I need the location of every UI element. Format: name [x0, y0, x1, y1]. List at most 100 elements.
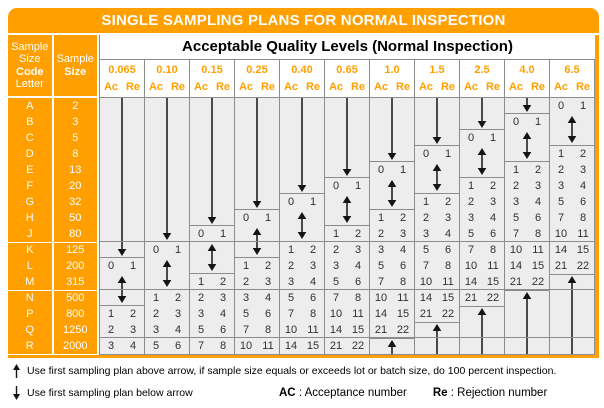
down-arrow-icon [252, 98, 262, 208]
footnote-above-arrow-text: Use first sampling plan above arrow, if … [27, 364, 557, 377]
ac-value: 3 [332, 260, 340, 272]
ac-value: 2 [557, 164, 565, 176]
sample-size-cell: 125 [53, 242, 97, 258]
sample-size-cell: 2 [72, 100, 79, 112]
re-value: 3 [309, 260, 317, 272]
ac-value: 1 [197, 276, 205, 288]
re-value: 3 [534, 180, 542, 192]
re-label: Re [260, 81, 276, 93]
double-arrow-icon [567, 116, 577, 143]
code-letter-cell: N [8, 290, 52, 306]
aql-column-header: 0.40 Ac Re [280, 60, 325, 97]
ac-value: 21 [464, 292, 478, 304]
re-value: 15 [531, 260, 545, 272]
down-arrow-icon [13, 385, 20, 400]
sample-size-cell: 200 [66, 260, 85, 272]
legend-ac: AC : Acceptance number [279, 387, 407, 399]
ac-value: 14 [509, 260, 523, 272]
sample-size-column: Sample Size 2 3 5 8 13 20 32 50 80 125 200 315 500 80… [53, 35, 99, 354]
plan-column: 0 1 1 2 2 3 3 4 5 6 7 8 10 11 14 15 21 22 [505, 98, 550, 354]
code-letter-header: Sample Size Code Letter [8, 35, 52, 98]
ac-re-header: Ac Re [190, 79, 234, 97]
use-first-sampling-plan-below-arrow [100, 98, 144, 258]
sample-size-cell: 32 [69, 196, 82, 208]
aql-column-header: 0.15 Ac Re [190, 60, 235, 97]
re-value: 3 [264, 276, 272, 288]
re-value: 22 [486, 292, 500, 304]
legend-ac-text: : Acceptance number [295, 386, 407, 399]
re-value: 3 [579, 164, 587, 176]
plan-cell: 10 11 [550, 226, 594, 242]
re-value: 4 [264, 292, 272, 304]
re-value: 2 [219, 276, 227, 288]
re-value: 6 [219, 324, 227, 336]
re-value: 8 [264, 324, 272, 336]
sample-size-cells: 2 3 5 8 13 20 32 50 80 125 200 315 500 800 1250 2000 [53, 98, 97, 354]
ac-value: 21 [419, 308, 433, 320]
ac-re-header: Ac Re [145, 79, 189, 97]
plan-cell: 21 22 [370, 322, 414, 338]
down-arrow-icon [207, 98, 217, 224]
ac-value: 2 [152, 308, 160, 320]
re-value: 15 [441, 292, 455, 304]
ac-value: 7 [467, 244, 475, 256]
re-value: 3 [444, 212, 452, 224]
code-letter-cell: L [26, 260, 33, 272]
double-arrow-icon [477, 148, 487, 175]
re-value: 15 [306, 340, 320, 352]
ac-value: 3 [152, 324, 160, 336]
double-arrow-icon [432, 164, 442, 191]
ac-value: 0 [197, 228, 205, 240]
ac-value: 1 [422, 196, 430, 208]
double-arrow [325, 194, 369, 226]
ac-value: 1 [467, 180, 475, 192]
use-first-sampling-plan-above-arrow [550, 274, 594, 354]
use-first-sampling-plan-below-arrow [280, 98, 324, 194]
re-value: 22 [441, 308, 455, 320]
ac-value: 21 [329, 340, 343, 352]
code-letter-header-line: Size [19, 53, 41, 65]
use-first-sampling-plan-below-arrow [415, 98, 459, 146]
double-arrow [370, 178, 414, 210]
table-title: SINGLE SAMPLING PLANS FOR NORMAL INSPECT… [8, 8, 599, 33]
ac-value: 5 [467, 228, 475, 240]
use-first-sampling-plan-above-arrow [415, 322, 459, 354]
group-divider [100, 241, 595, 242]
ac-value: 10 [329, 308, 343, 320]
ac-value: 3 [197, 308, 205, 320]
re-value: 8 [399, 276, 407, 288]
ac-value: 5 [377, 260, 385, 272]
aql-value: 1.5 [429, 64, 445, 76]
re-value: 3 [399, 228, 407, 240]
ac-value: 21 [509, 276, 523, 288]
ac-label: Ac [328, 81, 344, 93]
legend-re-text: : Rejection number [447, 386, 548, 399]
aql-value: 1.0 [384, 64, 400, 76]
re-value: 4 [354, 260, 362, 272]
ac-value: 1 [512, 164, 520, 176]
re-value: 3 [489, 196, 497, 208]
sample-size-cell: 5 [72, 132, 79, 144]
sample-size-header-line: Size [64, 65, 87, 78]
up-arrow-icon [522, 292, 532, 354]
re-value: 4 [219, 308, 227, 320]
ac-value: 0 [152, 244, 160, 256]
ac-value: 2 [332, 244, 340, 256]
re-label: Re [350, 81, 366, 93]
down-arrow-icon [432, 98, 442, 144]
ac-value: 0 [422, 148, 430, 160]
